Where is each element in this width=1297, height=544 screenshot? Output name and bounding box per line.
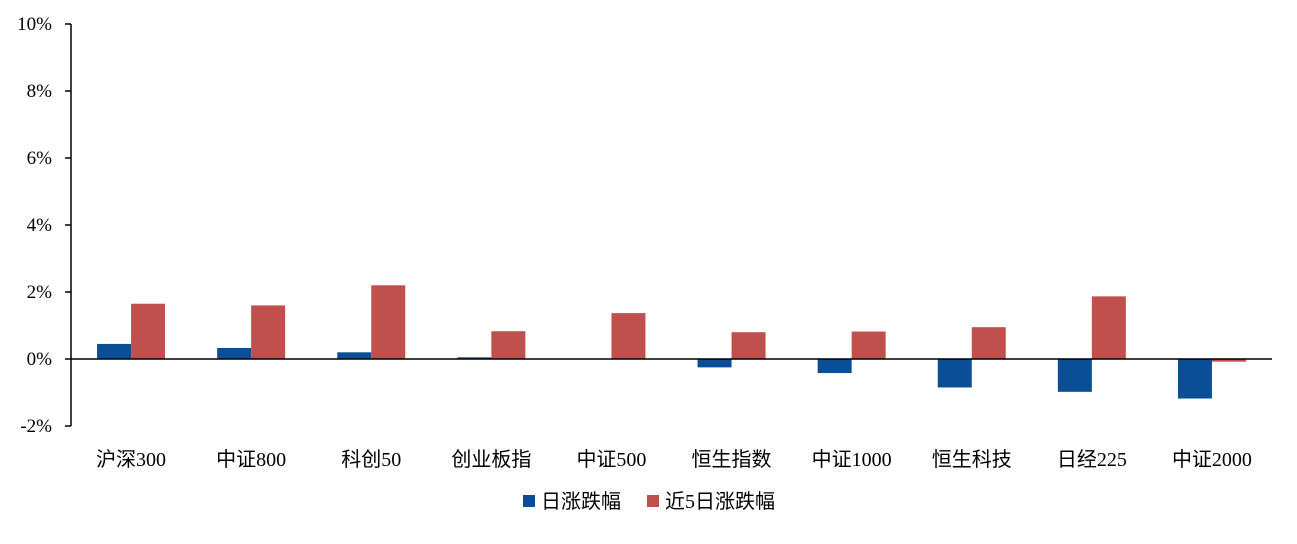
y-tick-label: 10% [17, 14, 52, 35]
bar-five-day [611, 313, 645, 359]
y-tick-label: 4% [27, 215, 53, 236]
x-category-label: 创业板指 [451, 448, 531, 471]
x-category-label: 恒生指数 [692, 448, 772, 471]
bar-daily [97, 344, 131, 359]
y-axis: -2% 0% 2% 4% 6% 8% 10% [17, 14, 71, 437]
bar-five-day [491, 331, 525, 359]
legend: 日涨跌幅 近5日涨跌幅 [523, 490, 775, 513]
bar-five-day [1092, 296, 1126, 359]
x-category-label: 中证2000 [1172, 448, 1252, 471]
legend-label: 日涨跌幅 [541, 490, 621, 513]
bar-five-day [972, 327, 1006, 359]
bar-five-day [371, 285, 405, 359]
x-category-label: 中证1000 [812, 448, 892, 471]
x-category-label: 恒生科技 [932, 448, 1012, 471]
legend-swatch [647, 495, 659, 507]
bar-daily [1178, 359, 1212, 399]
bar-five-day [852, 332, 886, 359]
bar-daily [1058, 359, 1092, 392]
bar-daily [337, 352, 371, 359]
bar-daily [217, 348, 251, 359]
x-category-label: 沪深300 [96, 448, 166, 471]
bar-daily [818, 359, 852, 373]
y-tick-label: 0% [27, 349, 53, 370]
bar-five-day [251, 305, 285, 359]
x-category-label: 科创50 [341, 448, 401, 471]
y-tick-label: -2% [20, 416, 52, 437]
x-category-label: 中证500 [576, 448, 646, 471]
bar-five-day [131, 304, 165, 359]
x-category-label: 日经225 [1057, 448, 1127, 471]
y-tick-label: 8% [27, 81, 53, 102]
bar-daily [698, 359, 732, 367]
legend-label: 近5日涨跌幅 [665, 490, 775, 513]
bars [97, 285, 1246, 398]
x-category-label: 中证800 [216, 448, 286, 471]
y-tick-label: 2% [27, 282, 53, 303]
bar-daily [938, 359, 972, 387]
legend-swatch [523, 495, 535, 507]
bar-five-day [732, 332, 766, 359]
y-tick-label: 6% [27, 148, 53, 169]
